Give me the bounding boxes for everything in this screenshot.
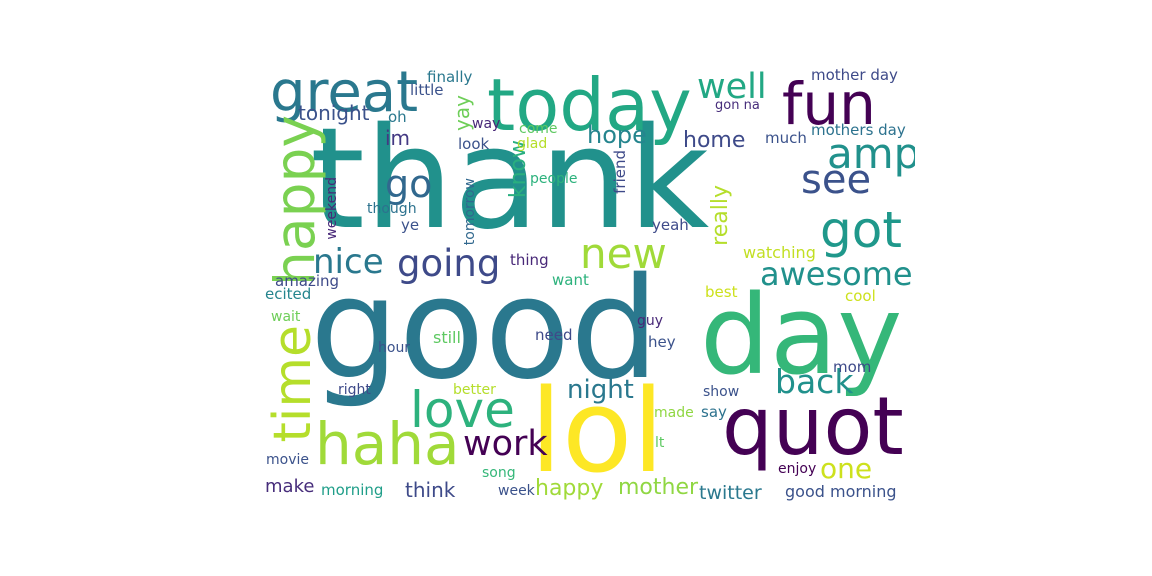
word-movie: movie bbox=[266, 452, 309, 468]
word-come: come bbox=[519, 121, 558, 137]
word-one: one bbox=[820, 452, 873, 485]
word-people: people bbox=[530, 171, 578, 187]
word-go: go bbox=[385, 162, 433, 206]
word-hey: hey bbox=[648, 333, 676, 351]
word-week: week bbox=[498, 483, 535, 499]
word-need: need bbox=[535, 326, 573, 344]
word-work: work bbox=[463, 424, 548, 464]
word-nice: nice bbox=[313, 242, 384, 282]
word-made: made bbox=[654, 405, 694, 421]
word-think: think bbox=[405, 478, 456, 502]
word-fun: fun bbox=[782, 70, 876, 138]
word-home: home bbox=[683, 128, 746, 153]
word-happy: happy bbox=[535, 476, 604, 501]
word-way: way bbox=[472, 116, 501, 132]
word-morning: morning bbox=[321, 481, 384, 499]
word-ye: ye bbox=[401, 216, 420, 234]
word-enjoy: enjoy bbox=[778, 461, 817, 477]
word-much: much bbox=[765, 129, 807, 147]
word-got: got bbox=[820, 201, 902, 259]
word-cool: cool bbox=[845, 287, 876, 305]
word-though: though bbox=[367, 201, 417, 217]
word-quot: quot bbox=[722, 380, 904, 473]
word-good-morning: good morning bbox=[785, 482, 897, 501]
word-say: say bbox=[701, 403, 727, 421]
word-awesome: awesome bbox=[760, 255, 913, 293]
word-good: good bbox=[310, 248, 660, 411]
word-thank: thank bbox=[310, 98, 710, 261]
word-im: im bbox=[385, 126, 411, 150]
word-guy: guy bbox=[637, 313, 664, 329]
word-look: look bbox=[458, 135, 490, 153]
word-night: night bbox=[567, 375, 634, 405]
word-well: well bbox=[697, 67, 767, 107]
word-best: best bbox=[705, 283, 738, 301]
word-show: show bbox=[703, 384, 740, 400]
word-tomorrow: tomorrow bbox=[462, 178, 478, 246]
word-new: new bbox=[580, 229, 667, 278]
word-want: want bbox=[552, 271, 589, 289]
word-ecited: ecited bbox=[265, 285, 312, 303]
word-still: still bbox=[433, 328, 461, 347]
word-glad: glad bbox=[517, 136, 548, 152]
word-mothers-day: mothers day bbox=[811, 121, 906, 139]
word-time: time bbox=[265, 325, 323, 443]
word-friend: friend bbox=[611, 150, 629, 194]
word-yay: yay bbox=[450, 95, 474, 131]
word-make: make bbox=[265, 476, 315, 497]
word-yeah: yeah bbox=[652, 216, 689, 234]
word-love: love bbox=[410, 381, 515, 439]
word-twitter: twitter bbox=[699, 482, 762, 504]
word-finally: finally bbox=[427, 68, 473, 86]
word-see: see bbox=[801, 157, 872, 203]
word-gon-na: gon na bbox=[715, 98, 760, 113]
word-great: great bbox=[270, 65, 419, 125]
word-hope: hope bbox=[587, 121, 647, 149]
word-little: little bbox=[410, 81, 444, 99]
word-song: song bbox=[482, 465, 516, 481]
word-going: going bbox=[397, 242, 501, 285]
word-mother-day: mother day bbox=[811, 66, 898, 84]
word-wait: wait bbox=[271, 309, 301, 325]
word-thing: thing bbox=[510, 251, 549, 269]
word-haha: haha bbox=[315, 410, 460, 478]
word-right: right bbox=[338, 382, 371, 398]
word-weekend: weekend bbox=[324, 177, 340, 240]
word-hour: hour bbox=[378, 340, 411, 356]
word-really: really bbox=[708, 185, 733, 246]
word-better: better bbox=[453, 382, 496, 398]
word-amazing: amazing bbox=[275, 272, 340, 290]
word-cloud: thank good day lol quot today fun great haha happ… bbox=[265, 65, 915, 510]
word-mother: mother bbox=[618, 475, 699, 500]
word-oh: oh bbox=[388, 108, 407, 126]
word-mom: mom bbox=[833, 358, 872, 376]
word-lol: lol bbox=[530, 365, 665, 499]
word-amp: amp bbox=[827, 129, 915, 178]
word-tonight: tonight bbox=[298, 101, 370, 125]
word-day: day bbox=[700, 271, 903, 399]
word-lt: lt bbox=[655, 435, 665, 451]
word-today: today bbox=[487, 65, 692, 147]
word-watching: watching bbox=[743, 243, 816, 262]
word-back: back bbox=[775, 362, 854, 401]
